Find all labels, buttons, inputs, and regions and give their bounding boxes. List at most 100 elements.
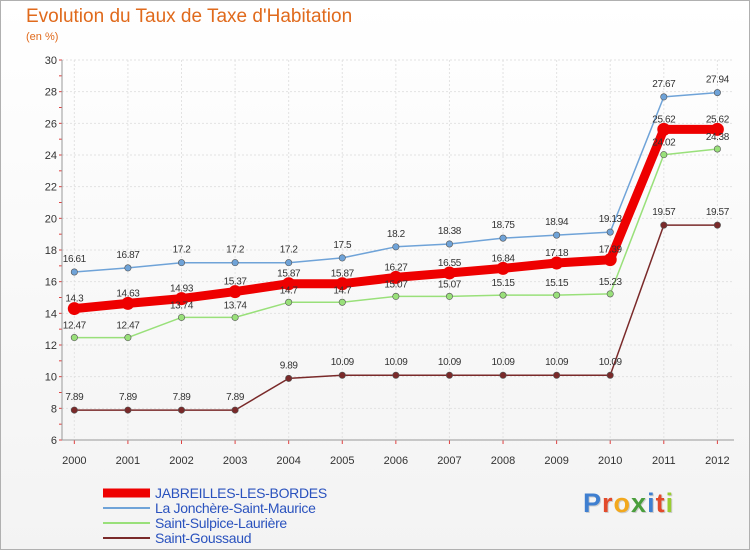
- data-point: [553, 231, 561, 239]
- data-point: [178, 259, 186, 267]
- data-label: 15.87: [277, 269, 301, 280]
- y-tick-label: 6: [51, 435, 57, 447]
- data-label: 10.09: [331, 357, 355, 368]
- data-point: [713, 89, 721, 97]
- data-point: [499, 371, 507, 379]
- data-point: [70, 334, 78, 342]
- data-label: 15.07: [384, 279, 408, 290]
- grid: [62, 59, 734, 441]
- y-tick-label: 14: [45, 308, 57, 320]
- data-label: 10.09: [438, 357, 462, 368]
- x-tick-label: 2006: [384, 455, 408, 467]
- data-label: 7.89: [119, 392, 138, 403]
- x-tick-label: 2008: [491, 455, 515, 467]
- legend-label: La Jonchère-Saint-Maurice: [155, 500, 316, 516]
- data-label: 18.38: [438, 226, 462, 237]
- data-label: 19.57: [652, 207, 676, 218]
- data-label: 24.02: [652, 138, 676, 149]
- x-tick-label: 2010: [598, 455, 622, 467]
- data-label: 16.87: [116, 250, 140, 261]
- data-point: [338, 371, 346, 379]
- x-tick-label: 2001: [116, 455, 140, 467]
- y-tick-label: 24: [45, 150, 57, 162]
- data-label: 10.09: [545, 357, 569, 368]
- data-point: [442, 266, 456, 280]
- legend-label: JABREILLES-LES-BORDES: [155, 485, 327, 501]
- data-point: [285, 259, 293, 267]
- x-tick-label: 2004: [276, 455, 300, 467]
- data-label: 15.07: [438, 279, 462, 290]
- data-point: [282, 277, 296, 291]
- legend-label: Saint-Sulpice-Laurière: [155, 515, 287, 531]
- data-point: [335, 277, 349, 291]
- data-label: 17.2: [226, 245, 245, 256]
- data-label: 15.23: [599, 277, 623, 288]
- logo-letter: t: [655, 488, 666, 518]
- legend-label: Saint-Goussaud: [155, 530, 251, 546]
- data-label: 17.18: [545, 248, 569, 259]
- data-point: [285, 298, 293, 306]
- data-point: [553, 371, 561, 379]
- x-tick-label: 2009: [544, 455, 568, 467]
- data-point: [124, 264, 132, 272]
- data-point: [445, 371, 453, 379]
- data-label: 25.62: [706, 114, 730, 125]
- data-point: [231, 313, 239, 321]
- data-point: [231, 406, 239, 414]
- data-point: [660, 221, 668, 229]
- y-tick-label: 20: [45, 213, 57, 225]
- data-label: 16.84: [492, 253, 516, 264]
- data-point: [606, 371, 614, 379]
- y-tick-label: 26: [45, 118, 57, 130]
- logo-letter: P: [583, 488, 603, 518]
- data-point: [124, 334, 132, 342]
- data-point: [231, 259, 239, 267]
- data-label: 18.94: [545, 217, 569, 228]
- data-point: [713, 145, 721, 153]
- y-tick-label: 22: [45, 182, 57, 194]
- data-point: [496, 261, 510, 275]
- data-label: 10.09: [599, 357, 623, 368]
- y-tick-label: 16: [45, 277, 57, 289]
- x-tick-label: 2000: [62, 455, 86, 467]
- y-tick-label: 18: [45, 245, 57, 257]
- x-tick-label: 2002: [169, 455, 193, 467]
- chart-subtitle: (en %): [26, 31, 59, 43]
- data-label: 15.37: [224, 277, 248, 288]
- logo-letter: r: [602, 488, 614, 518]
- data-label: 19.13: [599, 214, 623, 225]
- data-point: [445, 240, 453, 248]
- data-label: 27.94: [706, 75, 730, 86]
- chart-title: Evolution du Taux de Taxe d'Habitation: [26, 6, 353, 27]
- y-tick-label: 8: [51, 403, 57, 415]
- logo-letter: i: [665, 488, 675, 518]
- data-point: [178, 406, 186, 414]
- data-label: 17.2: [173, 245, 192, 256]
- data-label: 12.47: [116, 321, 140, 332]
- axes: 6 8 10 12 14 16 18 20 22 24 26 28 30 2000 2001 2002 2003…: [45, 55, 734, 467]
- y-tick-label: 10: [45, 372, 57, 384]
- data-point: [285, 374, 293, 382]
- data-point: [553, 291, 561, 299]
- data-label: 10.09: [492, 357, 516, 368]
- data-label: 15.15: [492, 278, 516, 289]
- series-lines: [67, 89, 724, 414]
- data-label: 17.5: [333, 240, 352, 251]
- data-point: [603, 253, 617, 267]
- data-point: [606, 228, 614, 236]
- data-label: 17.2: [280, 245, 299, 256]
- data-point: [660, 151, 668, 159]
- data-label: 15.15: [545, 278, 569, 289]
- x-tick-label: 2011: [652, 455, 676, 467]
- data-label: 14.93: [170, 284, 194, 295]
- data-point: [338, 298, 346, 306]
- y-tick-label: 12: [45, 340, 57, 352]
- data-point: [392, 292, 400, 300]
- data-point: [606, 290, 614, 298]
- data-label: 14.7: [280, 285, 299, 296]
- logo-letter: o: [613, 488, 632, 518]
- data-label: 13.74: [170, 300, 194, 311]
- data-label: 14.7: [333, 285, 352, 296]
